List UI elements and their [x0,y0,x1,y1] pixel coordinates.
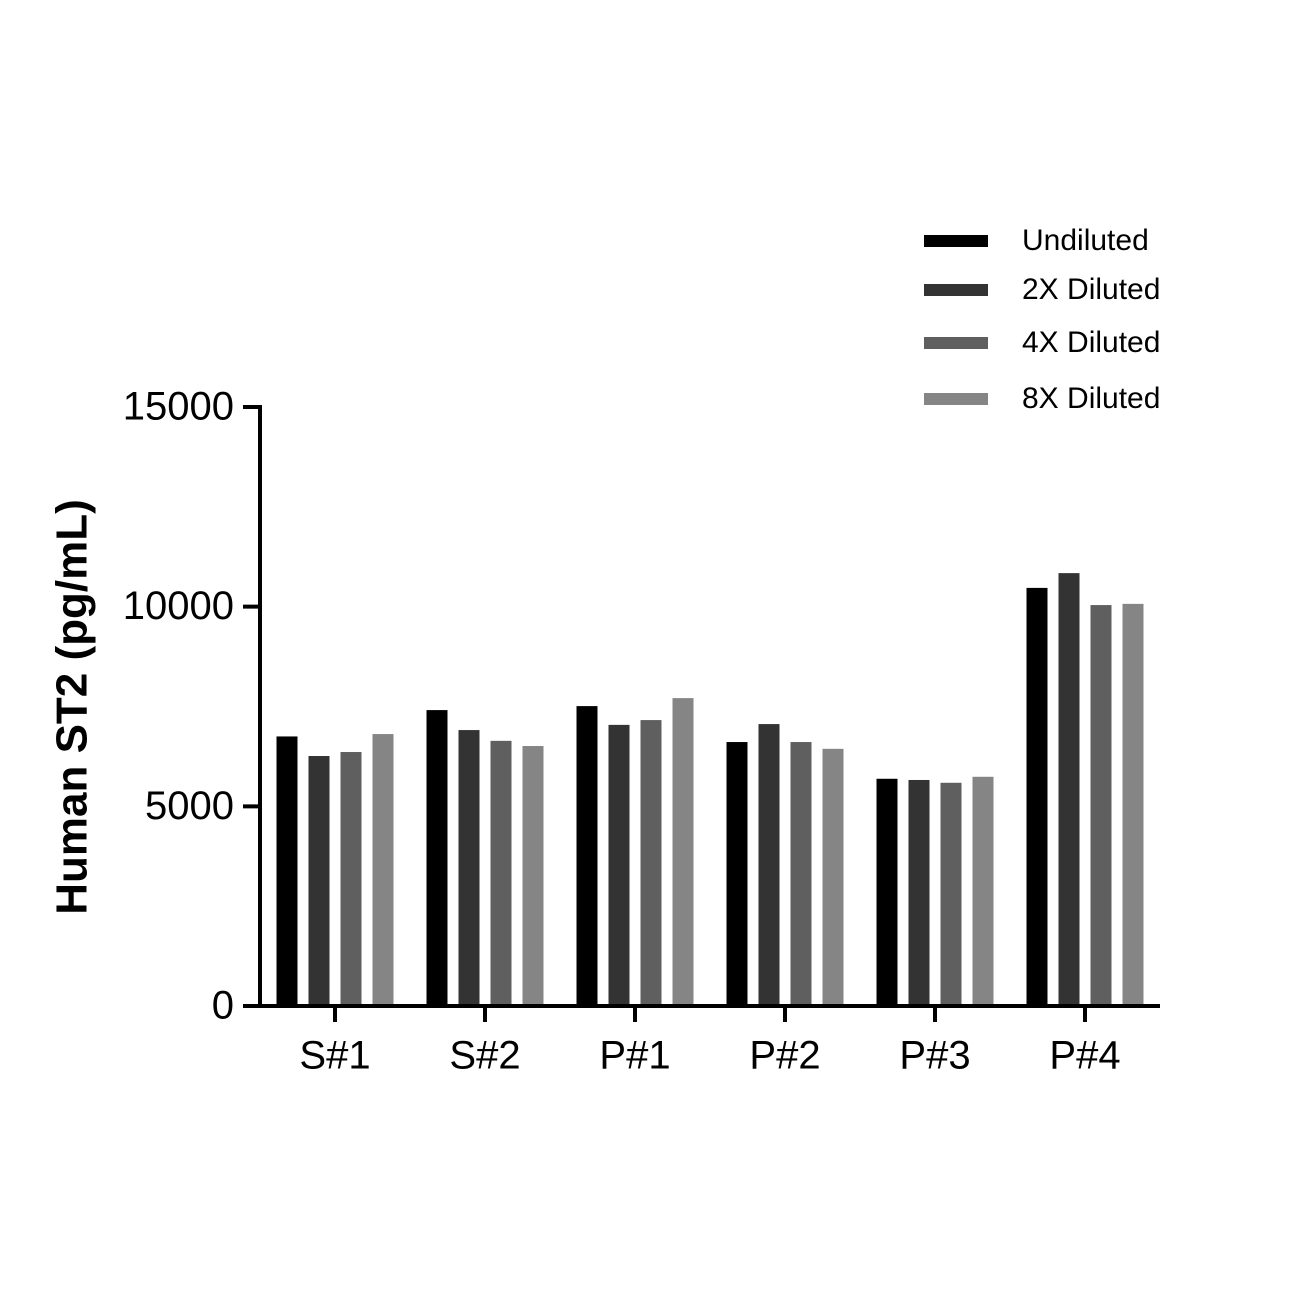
bar [1090,605,1112,1006]
bar [672,698,694,1006]
bar [608,724,630,1006]
bar [276,736,298,1006]
legend-swatch [924,284,988,296]
bar [1058,573,1080,1006]
bar [458,730,480,1006]
legend-label: 4X Diluted [1022,326,1160,359]
bar [372,734,394,1006]
y-tick-label: 10000 [123,584,234,628]
x-tick-label: S#2 [449,1034,520,1078]
x-tick-label: S#1 [299,1034,370,1078]
bar [1026,587,1048,1006]
bar [576,706,598,1006]
legend-label: Undiluted [1022,224,1149,257]
x-tick-label: P#3 [899,1034,970,1078]
bar [972,776,994,1006]
legend-swatch [924,235,988,247]
bar [876,778,898,1006]
bar [522,746,544,1006]
bar [308,756,330,1006]
y-tick-label: 0 [212,984,234,1028]
bar [640,720,662,1006]
legend-swatch [924,337,988,349]
x-tick-label: P#2 [749,1034,820,1078]
bar [726,742,748,1006]
bar [1122,603,1144,1006]
bar [340,752,362,1006]
legend-label: 2X Diluted [1022,273,1160,306]
bar [940,782,962,1006]
legend-swatch [924,393,988,405]
y-tick-label: 15000 [123,385,234,429]
x-tick-label: P#1 [599,1034,670,1078]
x-tick-label: P#4 [1049,1034,1120,1078]
bar [908,779,930,1006]
bar [790,742,812,1006]
legend-label: 8X Diluted [1022,382,1160,415]
bar [426,710,448,1006]
y-axis-label: Human ST2 (pg/mL) [48,499,97,915]
bar [822,748,844,1006]
bar [758,724,780,1006]
y-tick-label: 5000 [145,784,234,828]
bar [490,740,512,1006]
